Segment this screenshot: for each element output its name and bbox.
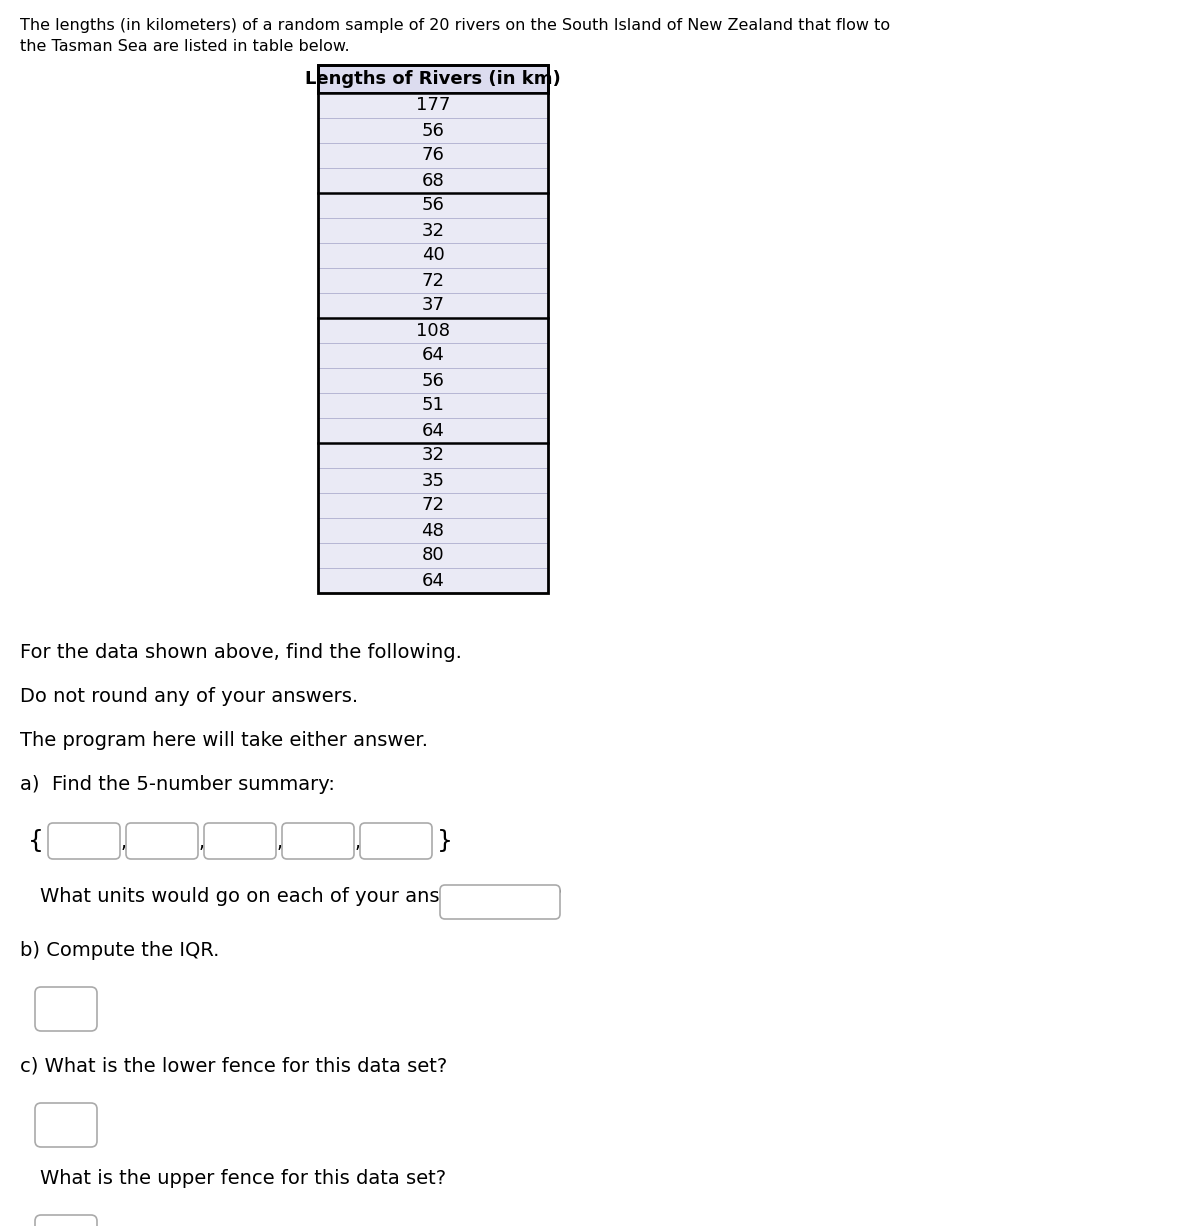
Text: 35: 35 <box>421 472 444 489</box>
Text: 80: 80 <box>421 547 444 564</box>
Bar <box>318 93 548 118</box>
Text: 37: 37 <box>421 297 444 315</box>
Bar <box>318 468 548 493</box>
Bar <box>318 493 548 519</box>
Bar <box>318 394 548 418</box>
Text: 72: 72 <box>421 271 444 289</box>
Bar <box>318 418 548 443</box>
Text: b) Compute the IQR.: b) Compute the IQR. <box>20 942 220 960</box>
Text: 177: 177 <box>416 97 450 114</box>
Text: ,: , <box>277 834 283 852</box>
Text: ,: , <box>199 834 205 852</box>
FancyBboxPatch shape <box>35 1103 97 1148</box>
Text: 32: 32 <box>421 222 444 239</box>
Bar <box>318 568 548 593</box>
Bar <box>318 368 548 394</box>
Text: 51: 51 <box>421 396 444 414</box>
Text: {: { <box>28 829 44 853</box>
Bar <box>318 318 548 343</box>
Bar <box>318 65 548 93</box>
Text: The program here will take either answer.: The program here will take either answer… <box>20 731 428 750</box>
Text: ,: , <box>121 834 127 852</box>
Text: 56: 56 <box>421 121 444 140</box>
Text: 64: 64 <box>421 571 444 590</box>
Text: }: } <box>437 829 454 853</box>
Text: What units would go on each of your answers above?: What units would go on each of your answ… <box>40 886 562 906</box>
Bar <box>318 543 548 568</box>
Bar <box>318 143 548 168</box>
Text: c) What is the lower fence for this data set?: c) What is the lower fence for this data… <box>20 1057 448 1076</box>
Text: Do not round any of your answers.: Do not round any of your answers. <box>20 687 358 706</box>
Bar <box>318 268 548 293</box>
FancyBboxPatch shape <box>440 885 560 920</box>
Text: 48: 48 <box>421 521 444 539</box>
FancyBboxPatch shape <box>282 823 354 859</box>
Text: 40: 40 <box>421 246 444 265</box>
Text: 64: 64 <box>421 422 444 439</box>
Bar <box>318 443 548 468</box>
Bar <box>318 192 548 218</box>
Text: The lengths (in kilometers) of a random sample of 20 rivers on the South Island : The lengths (in kilometers) of a random … <box>20 18 890 54</box>
Bar <box>318 243 548 268</box>
Text: 64: 64 <box>421 347 444 364</box>
Text: 56: 56 <box>421 371 444 390</box>
Bar <box>318 168 548 192</box>
Text: 72: 72 <box>421 497 444 515</box>
FancyBboxPatch shape <box>360 823 432 859</box>
Text: a)  Find the 5-number summary:: a) Find the 5-number summary: <box>20 775 335 794</box>
Bar <box>318 218 548 243</box>
FancyBboxPatch shape <box>204 823 276 859</box>
Text: ,: , <box>355 834 361 852</box>
Text: For the data shown above, find the following.: For the data shown above, find the follo… <box>20 642 462 662</box>
Text: 56: 56 <box>421 196 444 215</box>
Bar <box>318 343 548 368</box>
FancyBboxPatch shape <box>35 1215 97 1226</box>
Bar <box>318 293 548 318</box>
FancyBboxPatch shape <box>48 823 120 859</box>
Text: Lengths of Rivers (in km): Lengths of Rivers (in km) <box>305 70 560 88</box>
Bar <box>318 519 548 543</box>
Text: 32: 32 <box>421 446 444 465</box>
Text: 108: 108 <box>416 321 450 340</box>
Bar <box>318 118 548 143</box>
Text: 76: 76 <box>421 146 444 164</box>
FancyBboxPatch shape <box>126 823 198 859</box>
Text: What is the upper fence for this data set?: What is the upper fence for this data se… <box>40 1170 446 1188</box>
Bar <box>318 65 548 593</box>
Text: 68: 68 <box>421 172 444 190</box>
FancyBboxPatch shape <box>35 987 97 1031</box>
